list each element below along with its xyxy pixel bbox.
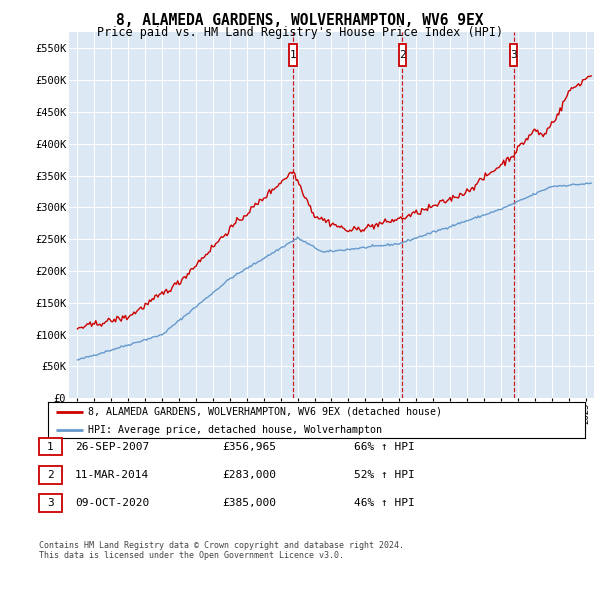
Text: HPI: Average price, detached house, Wolverhampton: HPI: Average price, detached house, Wolv… [88, 425, 382, 435]
Text: 52% ↑ HPI: 52% ↑ HPI [354, 470, 415, 480]
Text: 2: 2 [47, 470, 54, 480]
Text: 11-MAR-2014: 11-MAR-2014 [75, 470, 149, 480]
Text: £356,965: £356,965 [222, 442, 276, 451]
Text: £385,000: £385,000 [222, 498, 276, 507]
Text: 8, ALAMEDA GARDENS, WOLVERHAMPTON, WV6 9EX (detached house): 8, ALAMEDA GARDENS, WOLVERHAMPTON, WV6 9… [88, 407, 442, 417]
Text: 3: 3 [47, 498, 54, 507]
Text: 3: 3 [511, 50, 517, 60]
Text: 66% ↑ HPI: 66% ↑ HPI [354, 442, 415, 451]
Text: 26-SEP-2007: 26-SEP-2007 [75, 442, 149, 451]
Text: 2: 2 [399, 50, 406, 60]
Text: Price paid vs. HM Land Registry's House Price Index (HPI): Price paid vs. HM Land Registry's House … [97, 26, 503, 39]
FancyBboxPatch shape [399, 44, 406, 65]
Text: 09-OCT-2020: 09-OCT-2020 [75, 498, 149, 507]
Text: This data is licensed under the Open Government Licence v3.0.: This data is licensed under the Open Gov… [39, 552, 344, 560]
Text: £283,000: £283,000 [222, 470, 276, 480]
Text: 46% ↑ HPI: 46% ↑ HPI [354, 498, 415, 507]
Text: 1: 1 [290, 50, 296, 60]
FancyBboxPatch shape [289, 44, 296, 65]
FancyBboxPatch shape [511, 44, 517, 65]
Text: Contains HM Land Registry data © Crown copyright and database right 2024.: Contains HM Land Registry data © Crown c… [39, 541, 404, 550]
Text: 8, ALAMEDA GARDENS, WOLVERHAMPTON, WV6 9EX: 8, ALAMEDA GARDENS, WOLVERHAMPTON, WV6 9… [116, 13, 484, 28]
Text: 1: 1 [47, 442, 54, 451]
